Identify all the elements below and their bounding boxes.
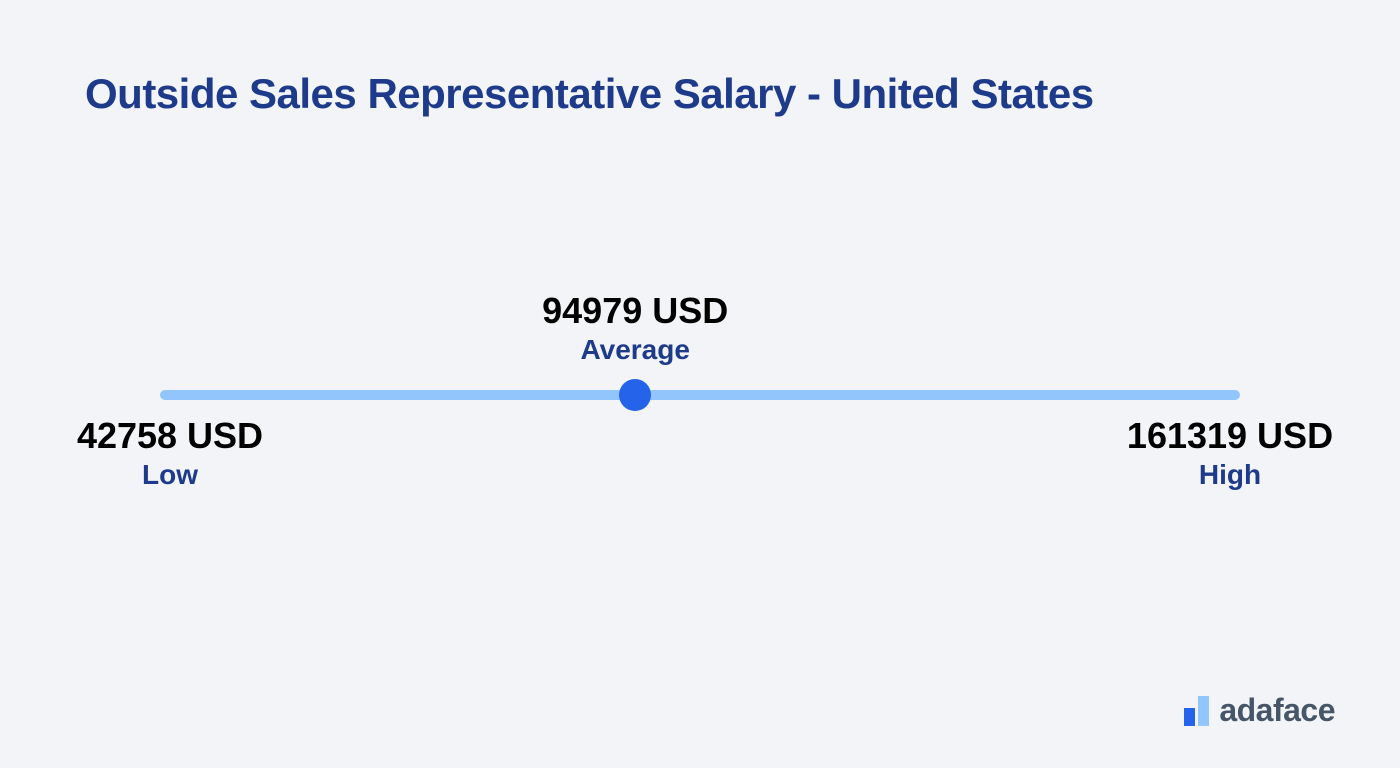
brand-bars-icon [1184, 696, 1209, 726]
high-label: High [1120, 459, 1340, 491]
high-value: 161319 USD [1120, 415, 1340, 457]
low-group: 42758 USD Low [70, 415, 270, 491]
low-label: Low [70, 459, 270, 491]
average-group: 94979 USD Average [542, 290, 728, 366]
salary-slider [160, 390, 1240, 400]
low-value: 42758 USD [70, 415, 270, 457]
high-group: 161319 USD High [1120, 415, 1340, 491]
average-value: 94979 USD [542, 290, 728, 332]
brand-bar-tall [1198, 696, 1209, 726]
slider-track [160, 390, 1240, 400]
brand-name: adaface [1219, 694, 1335, 726]
average-label: Average [542, 334, 728, 366]
brand-logo: adaface [1184, 694, 1335, 726]
chart-title: Outside Sales Representative Salary - Un… [85, 70, 1094, 118]
brand-bar-short [1184, 708, 1195, 726]
slider-dot [619, 379, 651, 411]
